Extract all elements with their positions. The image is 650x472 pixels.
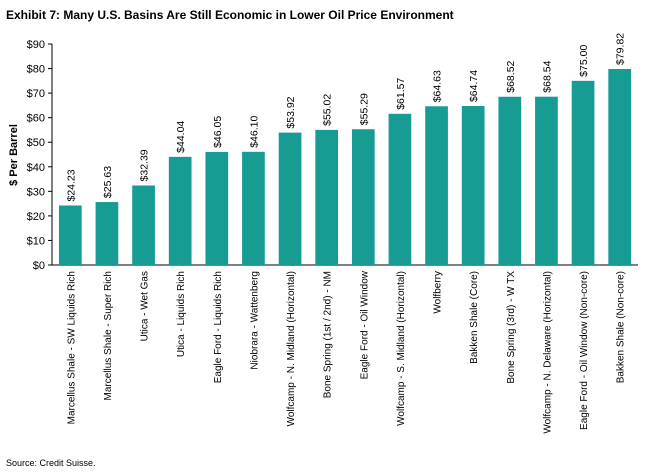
bar <box>388 113 412 265</box>
category-label: Utica - Wet Gas <box>140 271 151 341</box>
value-labels-group: $24.23 $25.63 $32.39 $44.04 $46.05 $46.10 $53.… <box>65 33 626 202</box>
value-label: $79.82 <box>615 33 627 65</box>
bar <box>535 96 558 265</box>
category-label: Wolfcamp - N. Delaware (Horizontal) <box>542 271 553 434</box>
value-label: $24.23 <box>65 169 77 201</box>
bar <box>242 151 265 265</box>
y-tick-label: $10 <box>27 235 45 247</box>
y-tick-label: $0 <box>33 260 45 272</box>
category-labels-group: Marcellus Shale - SW Liquids Rich Marcell… <box>66 270 626 433</box>
value-label: $68.52 <box>505 60 517 92</box>
category-label: Marcellus Shale - Super Rich <box>103 271 114 401</box>
value-label: $53.92 <box>285 96 297 128</box>
y-tick-label: $80 <box>27 64 45 76</box>
y-tick-label: $20 <box>27 211 45 223</box>
bars-group <box>58 68 632 265</box>
bar <box>425 106 448 265</box>
value-label: $68.54 <box>541 60 553 92</box>
category-label: Wolfcamp - N. Midland (Horizontal) <box>286 271 297 426</box>
chart-title: Exhibit 7: Many U.S. Basins Are Still Ec… <box>6 8 454 22</box>
category-label: Eagle Ford - Oil Window (Non-core) <box>579 271 590 430</box>
bar <box>95 202 119 265</box>
source-note: Source: Credit Suisse. <box>6 458 96 468</box>
bar <box>608 68 632 265</box>
value-label: $46.05 <box>212 116 224 148</box>
y-axis-ticks: $0 $10 $20 $30 $40 $50 $60 $70 $80 $90 <box>27 39 52 272</box>
bar <box>58 205 82 265</box>
y-tick-label: $40 <box>27 162 45 174</box>
category-label: Eagle Ford - Oil Window <box>359 270 370 379</box>
value-label: $64.63 <box>432 70 444 102</box>
value-label: $75.00 <box>578 45 590 77</box>
category-label: Bakken Shale (Core) <box>469 271 480 364</box>
bar <box>205 151 229 265</box>
value-label: $44.04 <box>175 121 187 153</box>
value-label: $32.39 <box>139 149 151 181</box>
bar <box>461 106 485 265</box>
category-label: Bakken Shale (Non-core) <box>616 271 627 383</box>
bar <box>571 80 595 265</box>
y-tick-label: $90 <box>27 39 45 51</box>
value-label: $61.57 <box>395 78 407 110</box>
category-label: Bone Spring (1st / 2nd) - NM <box>323 271 334 398</box>
value-label: $55.29 <box>358 93 370 125</box>
category-label: Bone Spring (3rd) - W TX <box>506 271 517 384</box>
y-tick-label: $60 <box>27 113 45 125</box>
category-label: Utica - Liquids Rich <box>176 271 187 357</box>
value-label: $55.02 <box>322 94 334 126</box>
y-tick-label: $30 <box>27 186 45 198</box>
category-label: Wolfcamp - S. Midland (Horizontal) <box>396 271 407 426</box>
value-label: $46.10 <box>248 116 260 148</box>
y-tick-label: $50 <box>27 137 45 149</box>
bar <box>132 185 155 265</box>
value-label: $25.63 <box>102 166 114 198</box>
value-label: $64.74 <box>468 70 480 102</box>
bar <box>498 96 522 265</box>
y-axis-label: $ Per Barrel <box>8 124 20 186</box>
bar <box>315 129 339 265</box>
category-label: Eagle Ford - Liquids Rich <box>213 271 224 383</box>
category-label: Marcellus Shale - SW Liquids Rich <box>66 271 77 424</box>
bar <box>168 156 192 265</box>
bar <box>278 132 302 265</box>
y-tick-label: $70 <box>27 88 45 100</box>
category-label: Niobrara - Wattenberg <box>249 271 260 370</box>
category-label: Wolfberry <box>433 271 444 314</box>
bar <box>351 129 375 265</box>
